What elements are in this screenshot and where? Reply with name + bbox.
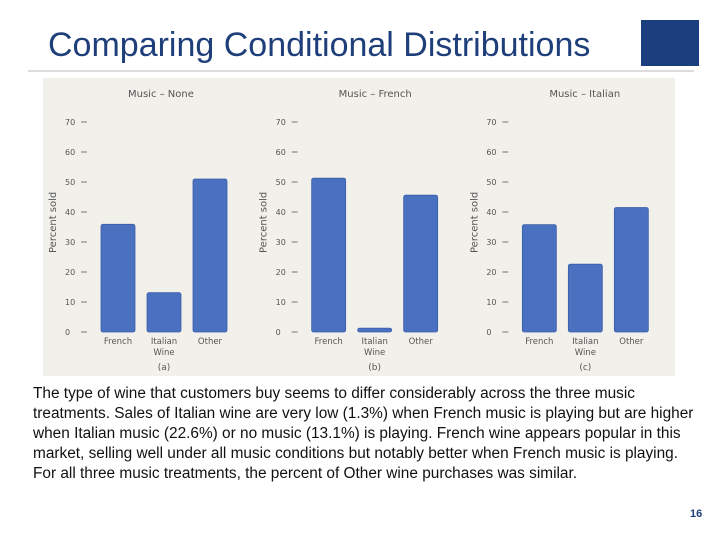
chart-3: Music – Italian Percent sold 0 10 20 30 40 50 60… <box>469 89 649 373</box>
bar <box>192 178 228 333</box>
y-tick-label: 30 <box>276 238 286 247</box>
y-tick-label: 70 <box>486 118 496 127</box>
x-category-label: Other <box>198 337 223 347</box>
x-category-label: French <box>525 337 553 347</box>
y-tick-label: 10 <box>486 298 496 307</box>
x-category-label: Italian <box>361 337 387 347</box>
y-tick-label: 20 <box>65 268 75 277</box>
y-tick-label: 30 <box>486 238 496 247</box>
y-axis-label: Percent sold <box>259 192 270 253</box>
x-category-label: Italian <box>151 337 177 347</box>
x-category-label: Other <box>409 337 434 347</box>
y-axis-label: Percent sold <box>469 192 480 253</box>
bar <box>567 263 603 333</box>
y-tick-label: 20 <box>486 268 496 277</box>
y-tick-label: 40 <box>276 208 286 217</box>
chart-title: Music – None <box>128 89 194 100</box>
chart-title: Music – French <box>339 89 412 100</box>
bar <box>613 207 649 333</box>
x-category-label: French <box>104 337 132 347</box>
y-tick-label: 50 <box>65 178 75 187</box>
y-tick-label: 10 <box>276 298 286 307</box>
y-tick-label: 20 <box>276 268 286 277</box>
bar <box>521 224 557 333</box>
chart-2: Music – French Percent sold 0 10 20 30 40 50 60 7… <box>259 89 439 373</box>
x-category-label: French <box>315 337 343 347</box>
corner-accent-block <box>641 20 699 66</box>
y-tick-label: 40 <box>486 208 496 217</box>
y-tick-label: 40 <box>65 208 75 217</box>
bar <box>311 177 347 333</box>
y-tick-label: 70 <box>276 118 286 127</box>
y-tick-label: 70 <box>65 118 75 127</box>
y-tick-label: 60 <box>65 148 75 157</box>
page-number: 16 <box>690 508 703 520</box>
y-axis-label: Percent sold <box>48 192 59 253</box>
y-tick-label: 30 <box>65 238 75 247</box>
y-tick-label: 50 <box>276 178 286 187</box>
y-tick-label: 10 <box>65 298 75 307</box>
y-tick-label: 0 <box>276 328 281 337</box>
bar <box>357 327 393 333</box>
x-category-label: Wine <box>364 348 385 358</box>
chart-1: Music – None Percent sold 0 10 20 30 40 50 60 70 F… <box>48 89 228 373</box>
bar <box>100 223 136 333</box>
x-category-label: Other <box>619 337 644 347</box>
x-category-label: Wine <box>575 348 596 358</box>
panel-letter: (c) <box>579 363 591 373</box>
y-tick-label: 50 <box>486 178 496 187</box>
bar-charts-svg: Music – None Percent sold 0 10 20 30 40 50 60 70 F… <box>48 89 649 373</box>
y-tick-label: 60 <box>276 148 286 157</box>
panel-letter: (b) <box>368 363 381 373</box>
y-tick-label: 0 <box>65 328 70 337</box>
x-category-label: Wine <box>153 348 174 358</box>
chart-title: Music – Italian <box>549 89 620 100</box>
panel-letter: (a) <box>158 363 171 373</box>
body-paragraph: The type of wine that customers buy seem… <box>33 385 694 482</box>
title-divider <box>28 70 694 72</box>
bar <box>146 292 182 333</box>
y-tick-label: 0 <box>486 328 491 337</box>
slide-title: Comparing Conditional Distributions <box>48 26 591 64</box>
chart-panel: Music – None Percent sold 0 10 20 30 40 50 60 70 F… <box>43 78 675 376</box>
bar <box>403 194 439 333</box>
x-category-label: Italian <box>572 337 598 347</box>
y-tick-label: 60 <box>486 148 496 157</box>
